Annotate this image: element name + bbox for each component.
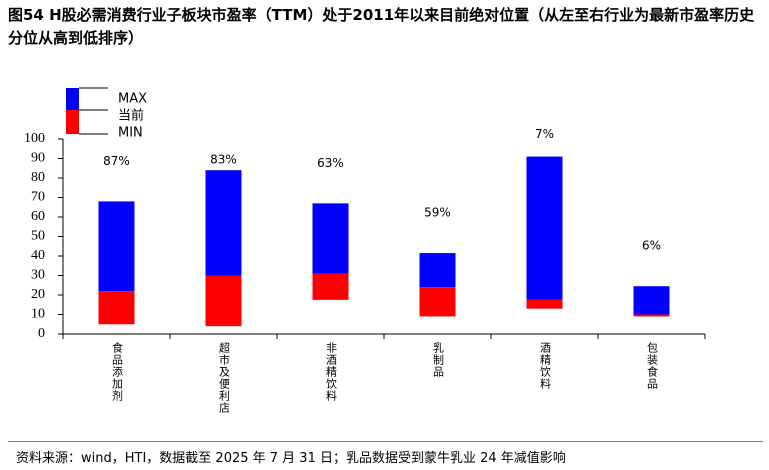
- y-tick-label: 90: [31, 151, 45, 166]
- y-tick-label: 40: [31, 248, 45, 263]
- percentile-label: 63%: [317, 156, 344, 170]
- bar-min-to-current: [526, 299, 563, 309]
- y-tick-label: 0: [38, 326, 45, 341]
- y-tick-label: 50: [31, 229, 45, 244]
- bar-current-to-max: [98, 201, 135, 292]
- bar-min-to-current: [205, 275, 242, 327]
- bar-min-to-current: [312, 273, 349, 300]
- legend-swatch: [66, 110, 79, 134]
- legend-label: MIN: [118, 126, 143, 141]
- y-tick-label: 100: [24, 131, 45, 146]
- x-tick-label: 乳制品: [432, 342, 445, 378]
- source-note: 资料来源：wind，HTI，数据截至 2025 年 7 月 31 日；乳品数据受…: [16, 451, 566, 466]
- x-tick-label: 包装食品: [646, 342, 659, 390]
- bar-current-to-max: [633, 286, 670, 315]
- bar-current-to-max: [526, 156, 563, 300]
- bar-current-to-max: [312, 203, 349, 274]
- percentile-label: 59%: [424, 206, 451, 220]
- bar-min-to-current: [98, 291, 135, 325]
- legend-label: 当前: [118, 108, 144, 124]
- bar-min-to-current: [419, 287, 456, 317]
- y-tick-label: 60: [31, 209, 45, 224]
- divider: [8, 441, 763, 442]
- y-tick-label: 30: [31, 268, 45, 283]
- percentile-label: 7%: [535, 127, 554, 141]
- legend-label: MAX: [118, 92, 147, 107]
- bar-current-to-max: [205, 170, 242, 276]
- y-tick-label: 70: [31, 190, 45, 205]
- x-tick-label: 非酒精饮料: [325, 342, 338, 402]
- x-tick-label: 食品添加剂: [111, 341, 124, 402]
- bar-current-to-max: [419, 253, 456, 288]
- y-tick-label: 80: [31, 170, 45, 185]
- percentile-label: 83%: [210, 153, 237, 167]
- y-tick-label: 20: [31, 287, 45, 302]
- chart-title: 图54 H股必需消费行业子板块市盈率（TTM）处于2011年以来目前绝对位置（从…: [8, 6, 755, 47]
- x-tick-label: 超市及便利店: [218, 341, 231, 414]
- percentile-label: 6%: [642, 239, 661, 253]
- legend-swatch: [66, 88, 79, 110]
- bar-min-to-current: [633, 314, 670, 317]
- chart: 0 10 20 30 40 50 60 70 80 90 100 87% 食品添加剂 83% 超市及便利店 6…: [24, 87, 706, 414]
- y-tick-label: 10: [31, 307, 45, 322]
- x-tick-label: 酒精饮料: [539, 342, 552, 390]
- percentile-label: 87%: [103, 154, 130, 168]
